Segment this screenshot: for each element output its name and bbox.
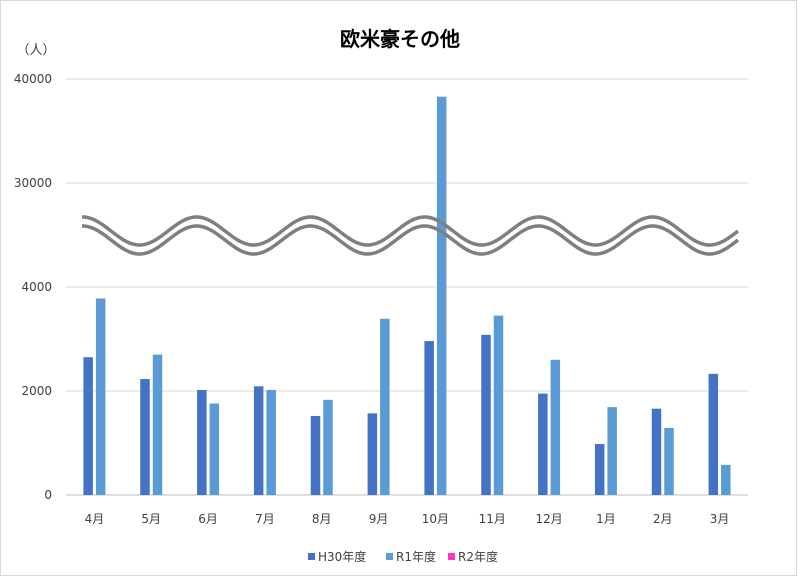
x-tick-label: 1月 [596,512,616,526]
bar-h30 [651,408,662,495]
y-tick-label: 0 [44,488,52,502]
bar-h30 [83,357,93,495]
legend-label: H30年度 [318,549,366,564]
bar-r1 [436,96,447,496]
y-tick-label: 40000 [14,72,52,86]
legend-label: R1年度 [396,549,436,564]
bar-h30 [140,379,150,495]
bar-h30 [481,334,491,495]
bar-h30 [538,393,548,495]
bar-r1 [380,318,390,495]
bar-h30 [367,413,378,495]
legend-label: R2年度 [458,549,498,564]
legend-swatch [308,553,315,560]
axis-break-wave-upper [81,215,740,247]
x-tick-label: 5月 [141,512,161,526]
gridlines [66,78,748,496]
bars [83,96,731,496]
bar-h30 [708,373,719,495]
bar-r1 [266,389,276,495]
x-tick-label: 4月 [85,512,105,526]
y-tick-label: 2000 [21,384,52,398]
y-tick-label: 30000 [14,176,52,190]
bar-r1 [95,298,106,495]
bar-h30 [253,386,264,495]
bar-r1 [607,407,617,495]
bar-h30 [310,415,321,495]
legend: H30年度 R1年度 R2年度 [308,549,498,564]
bar-h30 [424,341,434,495]
x-tick-label: 12月 [535,512,562,526]
y-tick-label: 4000 [21,280,52,294]
y-axis-tick-labels: 0 2000 4000 30000 40000 [14,72,52,502]
x-tick-label: 9月 [369,512,389,526]
legend-swatch [448,553,455,560]
axis-break-wave-lower [81,224,740,256]
bar-r1 [550,359,561,495]
bar-h30 [197,389,207,495]
bar-h30 [594,444,605,495]
bar-r1 [209,403,220,495]
y-axis-unit-label: （人） [16,43,55,58]
x-tick-label: 7月 [255,512,275,526]
x-tick-label: 6月 [198,512,218,526]
legend-swatch [386,553,393,560]
axis-break-marks [81,215,740,256]
bar-r1 [152,354,163,495]
bar-r1 [664,427,674,495]
x-tick-label: 8月 [312,512,332,526]
bar-r1 [323,399,333,495]
chart-title: 欧米豪その他 [340,27,460,51]
bar-r1 [721,464,731,495]
x-axis-category-labels: 4月 5月 6月 7月 8月 9月 10月 11月 12月 1月 2月 3月 [85,512,730,526]
x-tick-label: 2月 [653,512,673,526]
x-tick-label: 10月 [422,512,449,526]
bar-r1 [493,315,504,495]
x-tick-label: 11月 [479,512,506,526]
x-tick-label: 3月 [710,512,730,526]
